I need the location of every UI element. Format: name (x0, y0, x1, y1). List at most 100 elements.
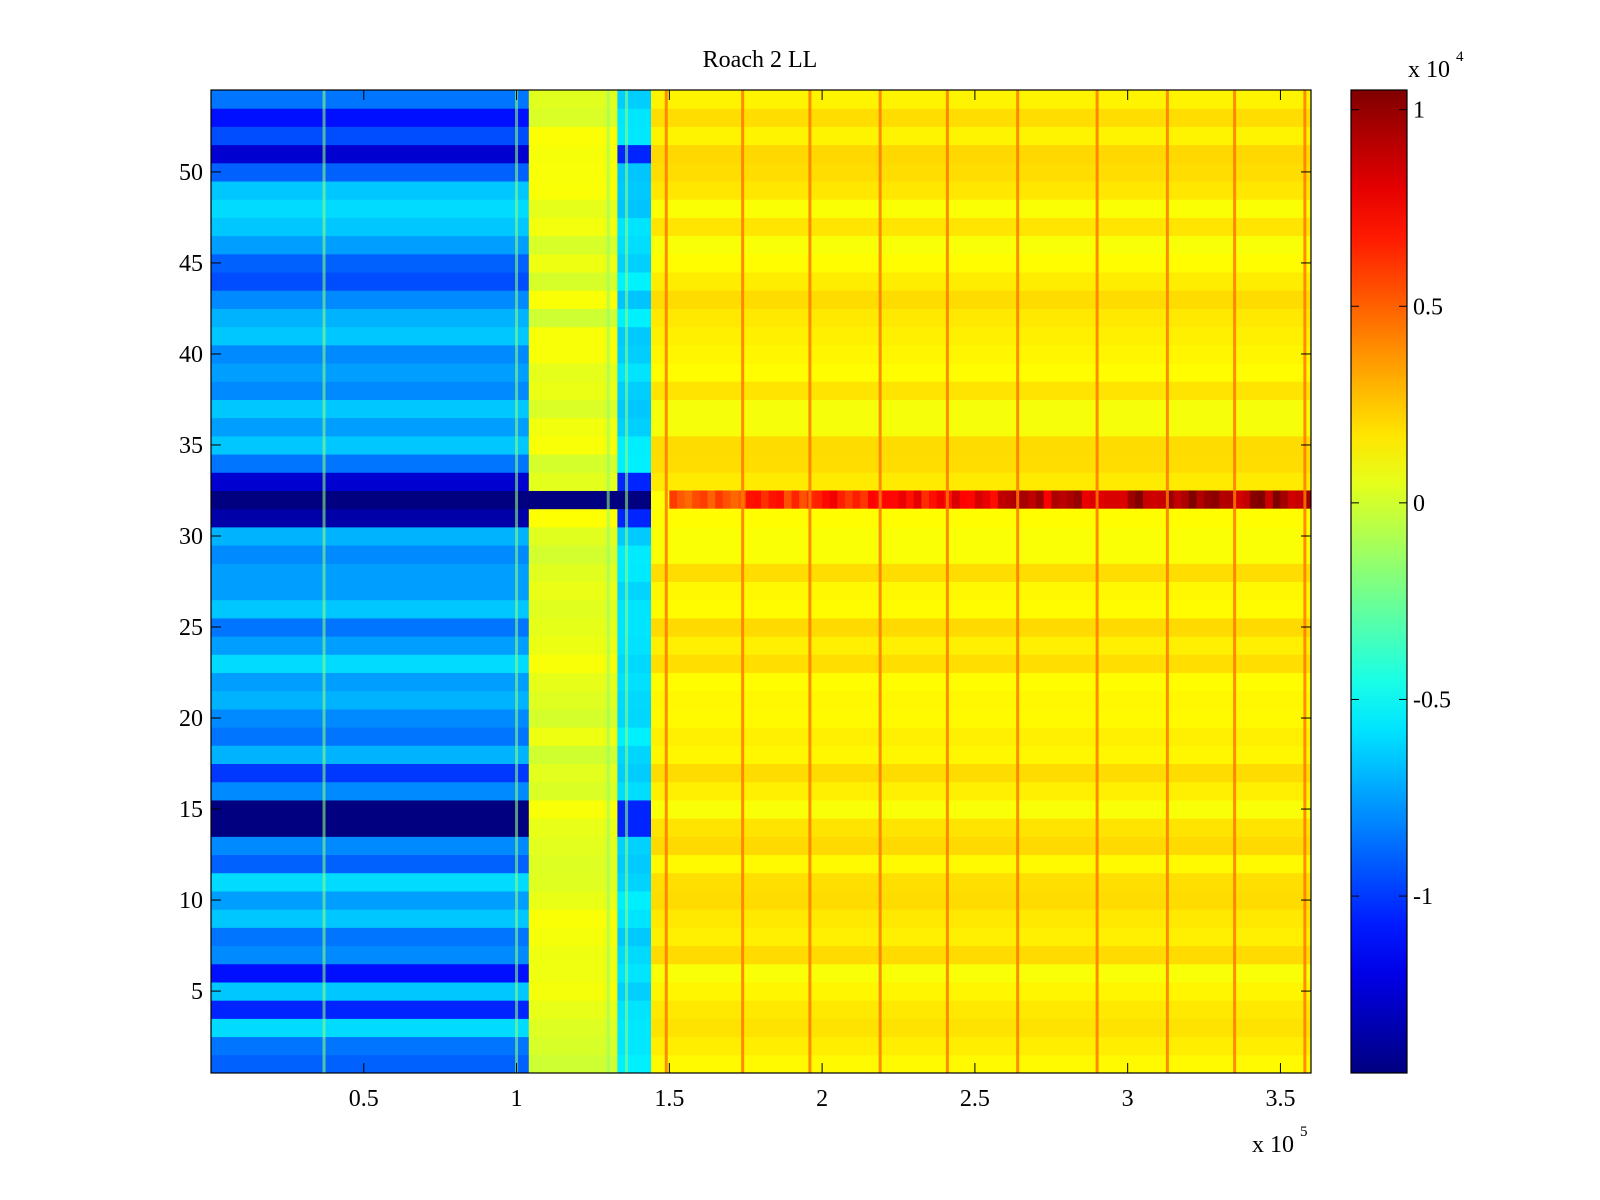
heatmap-cell (651, 253, 1311, 273)
heatmap-cell (617, 799, 652, 819)
heatmap-cell (617, 836, 652, 856)
heatmap-cell (528, 381, 618, 400)
heatmap-cell (617, 708, 652, 728)
heatmap-cell-bright-row (814, 490, 823, 509)
heatmap-cell-bright-row (1295, 490, 1304, 509)
colorbar-tick-label: -0.5 (1413, 687, 1451, 713)
colorbar (1350, 89, 1408, 1074)
colorbar-exponent-label: x 10 4 (1408, 49, 1464, 83)
heatmap-streak (741, 90, 745, 1073)
heatmap-cell (211, 890, 530, 910)
heatmap-cell (651, 945, 1311, 965)
heatmap-streak (1165, 90, 1169, 1073)
heatmap-cell-bright-row (1165, 490, 1175, 509)
heatmap-cell (528, 1018, 618, 1038)
heatmap-cell-bright-row (730, 490, 739, 509)
heatmap-cell-bright-row (707, 490, 716, 509)
heatmap-cell (617, 472, 652, 491)
heatmap-cell (617, 763, 652, 783)
heatmap-cell (211, 472, 530, 491)
heatmap-cell (528, 836, 618, 856)
heatmap-cell (528, 454, 618, 473)
heatmap-cell (528, 199, 618, 218)
y-tick-label: 20 (179, 706, 203, 732)
heatmap-cell-bright-row (692, 490, 701, 509)
heatmap-cell-bright-row (1204, 490, 1213, 509)
plot-frame (210, 89, 1312, 1074)
heatmap-cell (617, 1036, 652, 1056)
heatmap-cell (651, 308, 1311, 328)
heatmap-cell-bright-row (1097, 490, 1106, 509)
heatmap-cell (651, 399, 1311, 419)
heatmap-cell (617, 363, 652, 382)
heatmap-cell (617, 636, 652, 655)
heatmap-cell-bright-row (722, 490, 732, 509)
heatmap-cell (211, 235, 530, 255)
heatmap-cell-bright-row (1211, 490, 1220, 509)
heatmap-cell (211, 872, 530, 892)
heatmap-cell (651, 581, 1311, 601)
heatmap-cell-bright-row (776, 490, 785, 509)
heatmap-cell (617, 1000, 652, 1019)
heatmap-cell (211, 526, 530, 546)
heatmap-cell (528, 217, 618, 237)
heatmap-cell (651, 454, 1311, 473)
heatmap-cell (528, 1036, 618, 1056)
heatmap-streak (606, 90, 610, 1073)
heatmap-cell (617, 909, 652, 928)
heatmap-cell (617, 981, 652, 1001)
heatmap-cell (617, 526, 652, 546)
heatmap-cell-bright-row (1028, 490, 1037, 509)
heatmap-cell (651, 854, 1311, 874)
heatmap-cell (211, 636, 530, 655)
heatmap-cell (211, 708, 530, 728)
heatmap-cell (617, 727, 652, 746)
heatmap-cell-bright-row (699, 490, 709, 509)
heatmap-cell (617, 508, 652, 528)
heatmap-cell (528, 799, 618, 819)
heatmap-cell-bright-row (1066, 490, 1075, 509)
heatmap-cell-bright-row (936, 490, 945, 509)
heatmap-cell (651, 599, 1311, 619)
heatmap-cell (651, 909, 1311, 928)
heatmap-cell (528, 272, 618, 291)
heatmap-cell (528, 126, 618, 146)
heatmap-cell (211, 381, 530, 400)
heatmap-cell-bright-row (1181, 490, 1190, 509)
heatmap-cell-bright-row (967, 490, 976, 509)
heatmap-cell (651, 981, 1311, 1001)
heatmap-cell (528, 690, 618, 710)
y-tick-label: 45 (179, 251, 203, 277)
heatmap-cell (617, 890, 652, 910)
heatmap-cell (528, 235, 618, 255)
heatmap-cell (651, 1000, 1311, 1019)
heatmap-cell-bright-row (913, 490, 923, 509)
heatmap-cell (211, 435, 530, 455)
heatmap-cell-bright-row (715, 490, 724, 509)
heatmap-cell-bright-row (1120, 490, 1129, 509)
heatmap-streak (322, 90, 326, 1073)
heatmap-cell (528, 563, 618, 582)
heatmap-cell (528, 308, 618, 328)
heatmap-cell (211, 854, 530, 874)
heatmap-cell (617, 108, 652, 127)
heatmap-cell (528, 708, 618, 728)
heatmap-streak (945, 90, 949, 1073)
heatmap-cell (617, 545, 652, 564)
heatmap-cell (528, 654, 618, 674)
heatmap-cell (651, 927, 1311, 947)
heatmap-cell (651, 763, 1311, 783)
heatmap-cell (651, 472, 1311, 491)
heatmap-cell (617, 672, 652, 692)
heatmap-cell (651, 890, 1311, 910)
heatmap-cell (617, 872, 652, 892)
heatmap-cell-bright-row (829, 490, 838, 509)
heatmap-cell-bright-row (1135, 490, 1144, 509)
heatmap-cell (211, 272, 530, 291)
heatmap-cell (617, 963, 652, 983)
heatmap-cell (528, 290, 618, 309)
heatmap-cell (651, 654, 1311, 674)
y-tick-label: 30 (179, 524, 203, 550)
heatmap-cell (617, 563, 652, 582)
heatmap-cell (211, 490, 530, 510)
